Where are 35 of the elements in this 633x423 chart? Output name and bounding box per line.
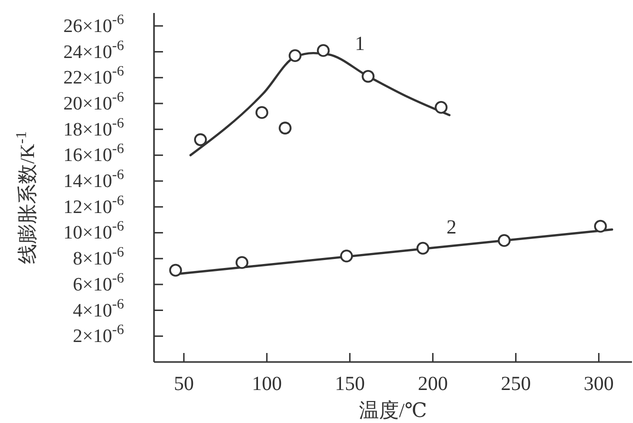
x-tick-label: 50 <box>174 373 194 395</box>
point <box>194 133 207 146</box>
point <box>434 100 448 114</box>
y-tick-label: 22×10$^{-6}$ <box>63 64 124 89</box>
point <box>316 44 330 57</box>
x-tick-label: 100 <box>252 373 282 395</box>
y-tick-label: 26×10$^{-6}$ <box>63 12 124 37</box>
y-tick-label: 18×10$^{-6}$ <box>63 115 124 140</box>
point <box>498 234 511 247</box>
y-tick-label: 8×10$^{-6}$ <box>72 244 124 270</box>
y-tick-label: 10×10$^{-6}$ <box>63 218 124 244</box>
y-tick-label: 14×10$^{-6}$ <box>63 167 124 192</box>
x-axis-title: 温度/℃ <box>359 400 427 422</box>
x-tick-label: 300 <box>584 373 614 395</box>
point <box>255 106 268 119</box>
point <box>278 122 292 134</box>
point <box>340 250 353 262</box>
y-tick-label: 6×10$^{-6}$ <box>72 270 124 296</box>
y-tick-label: 2×10$^{-6}$ <box>72 322 124 348</box>
series-label: 2 <box>446 216 456 238</box>
point <box>288 49 302 62</box>
y-tick-label: 12×10$^{-6}$ <box>63 192 124 218</box>
point <box>169 264 182 277</box>
point <box>362 70 375 83</box>
point <box>416 242 430 255</box>
x-tick-label: 200 <box>418 373 448 395</box>
x-tick-label: 150 <box>334 373 365 395</box>
x-tick-label: 250 <box>500 373 531 395</box>
y-tick-label: 4×10$^{-6}$ <box>72 296 124 322</box>
y-tick-label: 20×10$^{-6}$ <box>63 89 124 114</box>
series-label: 1 <box>354 33 365 56</box>
point <box>236 256 248 269</box>
y-tick-label: 16×10$^{-6}$ <box>63 141 124 166</box>
point <box>594 220 607 233</box>
y-tick-label: 24×10$^{-6}$ <box>63 38 124 63</box>
